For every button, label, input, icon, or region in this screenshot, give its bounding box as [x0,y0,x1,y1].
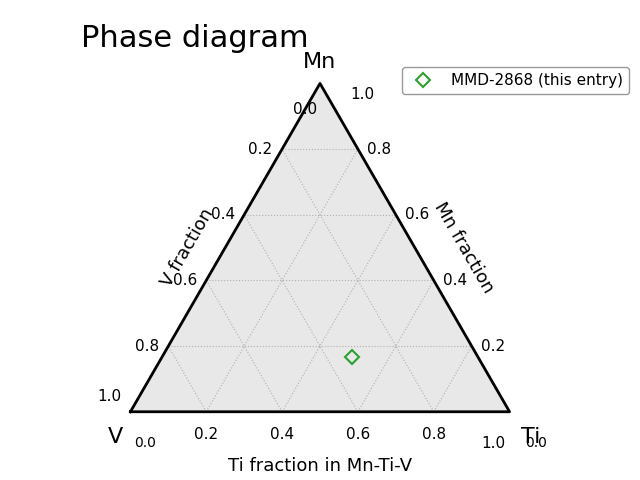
Text: 0.2: 0.2 [248,142,273,156]
Text: 0.0: 0.0 [525,436,547,450]
Text: 0.0: 0.0 [134,436,156,450]
Text: 1.0: 1.0 [97,389,121,404]
Text: 0.8: 0.8 [422,427,446,442]
Text: 0.6: 0.6 [405,207,429,222]
Text: Ti: Ti [521,427,540,447]
Legend: MMD-2868 (this entry): MMD-2868 (this entry) [402,67,629,95]
Text: 0.2: 0.2 [194,427,218,442]
Text: 1.0: 1.0 [482,436,506,451]
Text: 0.4: 0.4 [211,207,235,222]
Text: V fraction: V fraction [157,205,217,290]
Text: 0.8: 0.8 [135,338,159,354]
Text: 0.8: 0.8 [367,142,392,156]
Text: 1.0: 1.0 [350,87,374,102]
Polygon shape [131,84,509,412]
Text: Ti fraction in Mn-Ti-V: Ti fraction in Mn-Ti-V [228,457,412,475]
Text: Phase diagram: Phase diagram [81,24,308,53]
Text: 0.4: 0.4 [270,427,294,442]
Text: V: V [108,427,123,447]
Text: 0.0: 0.0 [292,102,317,118]
Text: 0.2: 0.2 [481,338,505,354]
Text: 0.6: 0.6 [346,427,370,442]
Text: Mn fraction: Mn fraction [431,199,497,296]
Text: 0.6: 0.6 [173,273,196,288]
Text: Mn: Mn [303,52,337,72]
Text: 0.4: 0.4 [444,273,467,288]
